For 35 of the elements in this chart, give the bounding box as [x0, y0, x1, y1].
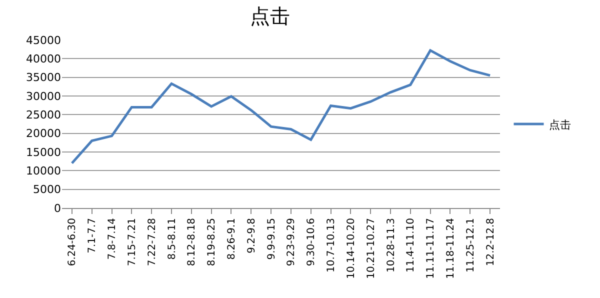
y-tick-label: 35000 — [26, 71, 61, 84]
y-tick-label: 10000 — [26, 164, 61, 178]
x-tick-label: 10.21-10.27 — [366, 218, 377, 279]
y-tick-label: 5000 — [33, 183, 61, 196]
y-tick-label: 15000 — [26, 146, 61, 159]
y-tick-label: 20000 — [26, 127, 61, 140]
x-tick-label: 9.23-9.29 — [286, 218, 298, 266]
x-tick-label: 6.24-6.30 — [67, 218, 78, 266]
y-tick-label: 0 — [54, 202, 61, 215]
line-series — [70, 49, 492, 164]
x-tick-label: 8.5-8.11 — [166, 218, 178, 260]
chart-title: 点击 — [250, 4, 290, 28]
x-tick-label: 7.8-7.14 — [107, 218, 118, 260]
legend-label: 点击 — [548, 118, 571, 132]
y-tick-label: 25000 — [26, 108, 61, 122]
x-tick-label: 11.18-11.24 — [445, 218, 456, 279]
x-tick-label: 9.30-10.6 — [306, 218, 318, 266]
x-tick-label: 7.22-7.28 — [146, 218, 158, 266]
x-tick-label: 7.15-7.21 — [126, 218, 138, 266]
x-tick-label: 10.14-10.20 — [346, 218, 357, 279]
y-tick-label: 45000 — [26, 34, 61, 47]
x-tick-label: 9.2-9.8 — [246, 218, 258, 254]
x-tick-label: 8.12-8.18 — [186, 218, 198, 266]
x-tick-label: 8.19-8.25 — [206, 218, 218, 266]
y-tick-label: 30000 — [26, 90, 61, 103]
x-tick-label: 8.26-9.1 — [226, 218, 238, 260]
x-tick-label: 11.4-11.10 — [406, 218, 417, 273]
x-tick-label: 9.9-9.15 — [266, 218, 278, 260]
y-tick-label: 40000 — [26, 52, 61, 66]
x-tick-label: 12.2-12.8 — [485, 218, 496, 266]
x-tick-label: 10.28-11.3 — [386, 218, 397, 273]
x-tick-label: 11.25-12.1 — [465, 218, 476, 273]
x-tick-label: 7.1-7.7 — [87, 218, 98, 254]
x-tick-label: 10.7-10.13 — [326, 218, 338, 273]
x-tick-label: 11.11-11.17 — [426, 218, 437, 279]
